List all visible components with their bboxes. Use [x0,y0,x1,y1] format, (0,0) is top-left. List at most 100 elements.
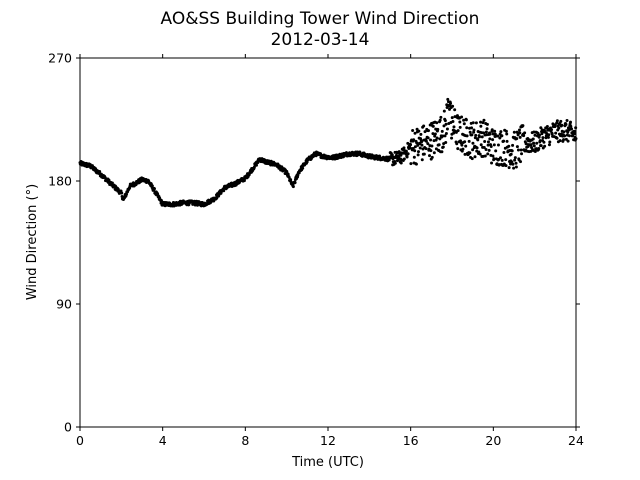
data-point [569,124,573,128]
data-point [468,151,472,155]
data-point [463,152,467,156]
x-axis-label: Time (UTC) [291,455,364,470]
data-point [470,133,474,137]
x-tick-label: 16 [403,433,419,448]
data-point [538,139,542,143]
data-point [510,160,514,164]
data-point [570,127,574,131]
data-point [451,104,455,108]
data-point [472,128,476,132]
data-point [512,166,516,170]
data-point [572,129,576,133]
data-point [456,129,460,133]
data-point [537,147,541,151]
data-point [409,162,413,166]
x-tick-label: 8 [241,433,249,448]
data-point [428,154,432,158]
data-point [502,151,506,155]
data-point [499,156,503,160]
data-point [484,148,488,152]
data-point [438,118,442,122]
data-point [500,134,504,138]
data-point [510,149,514,153]
data-point [254,163,258,167]
data-point [565,119,569,123]
data-point [477,135,481,139]
data-point [479,120,483,124]
data-point [441,145,445,149]
data-point [470,126,474,130]
data-point [480,135,484,139]
data-point [468,130,472,134]
data-point [412,138,416,142]
data-point [453,108,457,112]
y-tick-label: 90 [56,297,72,312]
data-point [555,136,559,140]
data-point [451,119,455,123]
data-point [459,139,463,143]
data-point [554,131,558,135]
data-point [493,129,497,133]
data-point [460,143,464,147]
data-point [120,191,124,195]
data-point [504,158,508,162]
data-point [464,118,468,122]
data-point [486,143,490,147]
data-point [422,124,426,128]
data-point [467,139,471,143]
data-point [514,161,518,165]
x-tick-label: 4 [159,433,167,448]
data-point [511,143,515,147]
x-tick-label: 24 [568,433,584,448]
data-point [405,155,409,159]
data-point [444,122,448,126]
data-point [507,144,511,148]
data-point [518,135,522,139]
data-point [443,134,447,138]
data-point [406,152,410,156]
data-point [463,140,467,144]
data-point [562,138,566,142]
data-point [390,153,394,157]
data-point [444,132,448,136]
data-point [461,147,465,151]
data-point [550,132,554,136]
data-point [462,118,466,122]
data-point [402,146,406,150]
data-point [483,154,487,158]
data-point [523,131,527,135]
data-point [446,97,450,101]
data-point [413,145,417,149]
data-point [415,141,419,145]
data-point [494,149,498,153]
data-point [521,124,525,128]
data-point [440,129,444,133]
data-point [413,131,417,135]
data-point [426,129,430,133]
data-point [504,164,508,168]
data-point [482,118,486,122]
data-point [539,144,543,148]
data-point [541,136,545,140]
data-point [412,155,416,159]
data-point [502,139,506,143]
data-point [564,123,568,127]
data-point [532,141,536,145]
data-point [505,132,509,136]
y-tick-label: 270 [48,51,72,66]
data-point [430,155,434,159]
data-point [242,179,246,183]
data-point [452,125,456,129]
data-point [496,134,500,138]
points-layer [78,97,578,208]
data-point [547,143,551,147]
y-tick-label: 0 [64,420,72,435]
data-point [450,136,454,140]
data-point [499,130,503,134]
data-point [488,132,492,136]
data-point [544,134,548,138]
x-tick-label: 0 [76,433,84,448]
data-point [423,130,427,134]
data-point [110,181,114,185]
